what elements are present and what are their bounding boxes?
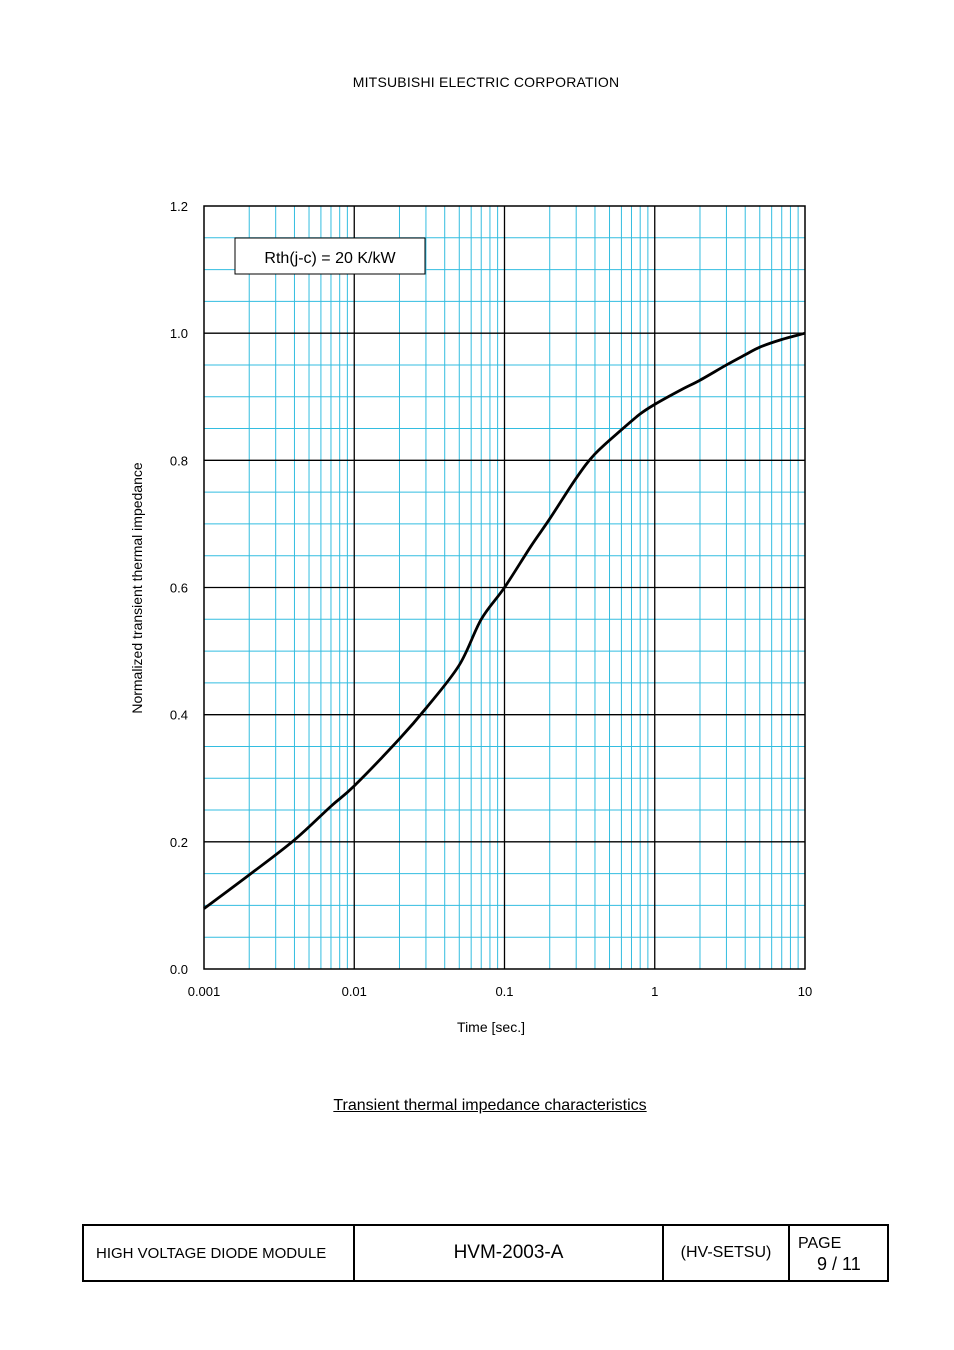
y-tick-label: 0.6 [170, 581, 188, 596]
x-tick-label: 1 [651, 984, 658, 999]
x-axis-label: Time [sec.] [457, 1019, 525, 1035]
page-cell: PAGE 9 / 11 [790, 1226, 887, 1280]
x-tick-label: 0.01 [342, 984, 367, 999]
document-code: (HV-SETSU) [664, 1226, 790, 1280]
x-tick-label: 0.001 [188, 984, 221, 999]
series-line [203, 331, 806, 910]
product-name: HIGH VOLTAGE DIODE MODULE [84, 1226, 355, 1280]
y-axis-label: Normalized transient thermal impedance [129, 462, 145, 714]
page-label: PAGE [798, 1235, 842, 1252]
annotation-box: Rth(j-c) = 20 K/kW [234, 237, 426, 275]
y-tick-label: 0.4 [170, 708, 188, 723]
y-tick-label: 0.0 [170, 962, 188, 977]
annotation-text: Rth(j-c) = 20 K/kW [264, 250, 396, 267]
plot-frame [203, 205, 806, 970]
y-tick-label: 0.2 [170, 835, 188, 850]
x-tick-label: 10 [798, 984, 812, 999]
chart-caption: Transient thermal impedance characterist… [333, 1097, 647, 1114]
chart: 0.0 0.2 0.4 0.6 0.8 1.0 1.2 0.001 0.01 0.1 1 10 Rth… [129, 199, 812, 1035]
company-name: MITSUBISHI ELECTRIC CORPORATION [352, 74, 620, 90]
y-tick-label: 1.0 [170, 326, 188, 341]
page-number: 9 / 11 [817, 1254, 861, 1274]
document-number: HVM-2003-A [355, 1226, 664, 1280]
y-tick-label: 1.2 [170, 199, 188, 214]
x-tick-label: 0.1 [495, 984, 513, 999]
y-tick-label: 0.8 [170, 453, 188, 468]
title-block: HIGH VOLTAGE DIODE MODULE HVM-2003-A (HV… [82, 1224, 889, 1282]
